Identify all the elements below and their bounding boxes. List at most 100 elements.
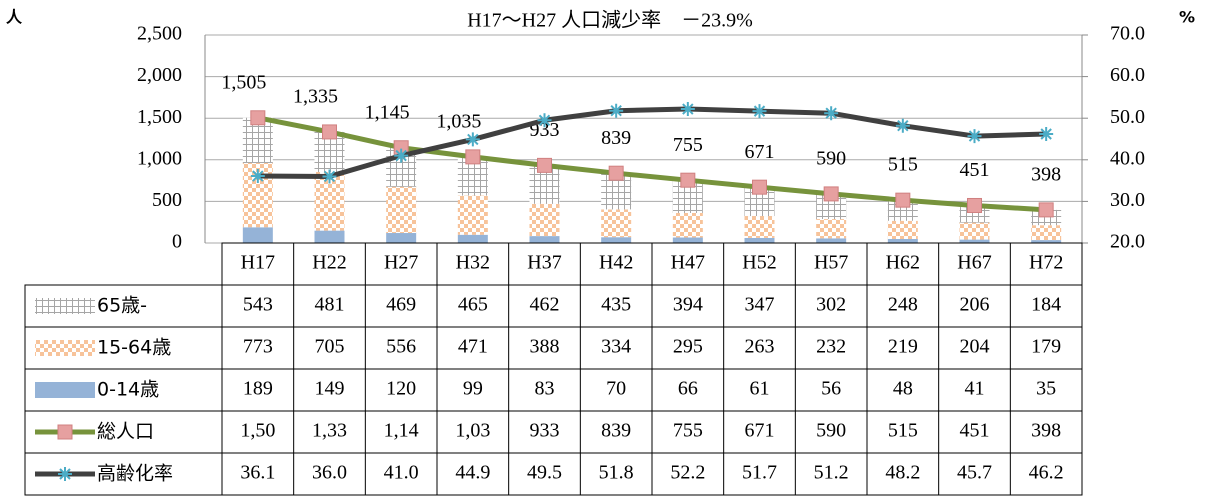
data-label: 590 <box>816 148 846 170</box>
table-cell: 471 <box>458 336 488 358</box>
table-cell: 99 <box>463 378 483 400</box>
y2-tick-label: 70.0 <box>1110 23 1145 45</box>
data-label: 515 <box>888 154 918 176</box>
table-cell: 49.5 <box>527 462 562 484</box>
bar <box>601 237 632 243</box>
table-cell: 61 <box>750 378 770 400</box>
marker <box>967 197 982 213</box>
bar <box>672 212 703 238</box>
marker <box>250 110 266 126</box>
y2-unit: % <box>1179 8 1195 27</box>
x-tick-label: H72 <box>1029 252 1063 274</box>
marker <box>1038 202 1054 218</box>
bar <box>457 195 488 235</box>
table-cell: 36.0 <box>312 462 347 484</box>
table-cell: 36.1 <box>240 462 275 484</box>
table-cell: 51.8 <box>599 462 634 484</box>
marker <box>537 113 552 128</box>
marker <box>608 165 624 181</box>
marker <box>537 157 552 173</box>
x-tick-label: H57 <box>814 252 848 274</box>
table-cell: 435 <box>601 294 631 316</box>
table-row <box>24 452 1083 496</box>
y-tick-label: 0 <box>172 231 182 253</box>
data-label: 671 <box>745 141 775 163</box>
y-tick-label: 500 <box>152 189 182 211</box>
bar <box>457 234 488 243</box>
table-cell: 543 <box>243 294 273 316</box>
table-cell: 590 <box>816 420 846 442</box>
table-cell: 66 <box>678 378 698 400</box>
table-cell: 248 <box>888 294 918 316</box>
legend-swatch <box>35 382 95 398</box>
bar <box>601 209 632 238</box>
marker <box>394 148 409 163</box>
x-tick-label: H62 <box>886 252 920 274</box>
table-cell: 41.0 <box>384 462 419 484</box>
table-cell: 45.7 <box>957 462 992 484</box>
table-cell: 347 <box>745 294 775 316</box>
y-tick-label: 1,000 <box>137 147 182 169</box>
y-tick-label: 2,500 <box>137 23 182 45</box>
x-tick-label: H17 <box>241 252 275 274</box>
table-cell: 1,50 <box>240 420 275 442</box>
table-cell: 755 <box>673 420 703 442</box>
x-tick-label: H32 <box>456 252 490 274</box>
legend-label: 0-14歳 <box>97 379 159 401</box>
table-cell: 232 <box>816 336 846 358</box>
bar <box>744 237 775 243</box>
bar <box>887 220 918 240</box>
table-cell: 263 <box>745 336 775 358</box>
line <box>257 106 1047 179</box>
bar <box>1031 240 1062 243</box>
y-tick-label: 1,500 <box>137 106 182 128</box>
bar <box>529 236 560 243</box>
bar <box>744 216 775 238</box>
bar <box>959 222 990 240</box>
marker <box>752 104 767 119</box>
table-cell: 184 <box>1031 294 1061 316</box>
table-cell: 302 <box>816 294 846 316</box>
table-cell: 705 <box>315 336 345 358</box>
marker <box>609 103 624 118</box>
marker <box>752 179 767 195</box>
table-cell: 48 <box>893 378 913 400</box>
table-cell: 46.2 <box>1029 462 1064 484</box>
table-cell: 204 <box>960 336 990 358</box>
chart-title: H17～H27 人口減少率 －23.9% <box>467 9 753 32</box>
table-cell: 465 <box>458 294 488 316</box>
marker <box>967 129 982 144</box>
data-label: 1,035 <box>436 110 481 132</box>
table-cell: 773 <box>243 336 273 358</box>
legend-marker <box>58 467 72 481</box>
table-cell: 334 <box>601 336 631 358</box>
x-tick-label: H22 <box>312 252 346 274</box>
table-cell: 1,03 <box>455 420 490 442</box>
data-label: 1,505 <box>221 71 266 93</box>
bar <box>314 230 345 243</box>
table-cell: 41 <box>965 378 985 400</box>
bar <box>959 239 990 243</box>
x-tick-label: H42 <box>599 252 633 274</box>
table-cell: 83 <box>535 378 555 400</box>
bar <box>242 117 273 163</box>
table-cell: 839 <box>601 420 631 442</box>
x-tick-label: H67 <box>957 252 991 274</box>
marker <box>322 124 337 140</box>
table-cell: 1,33 <box>312 420 347 442</box>
table-cell: 515 <box>888 420 918 442</box>
y2-tick-label: 40.0 <box>1110 147 1145 169</box>
y2-tick-label: 30.0 <box>1110 189 1145 211</box>
table-cell: 51.7 <box>742 462 777 484</box>
table-cell: 394 <box>673 294 703 316</box>
legend-marker <box>57 424 73 440</box>
table-cell: 469 <box>386 294 416 316</box>
table-cell: 149 <box>315 378 345 400</box>
line <box>257 115 1047 213</box>
y2-tick-label: 50.0 <box>1110 106 1145 128</box>
table-cell: 70 <box>606 378 626 400</box>
table-cell: 52.2 <box>670 462 705 484</box>
table-cell: 671 <box>745 420 775 442</box>
y2-tick-label: 20.0 <box>1110 231 1145 253</box>
table-cell: 933 <box>530 420 560 442</box>
